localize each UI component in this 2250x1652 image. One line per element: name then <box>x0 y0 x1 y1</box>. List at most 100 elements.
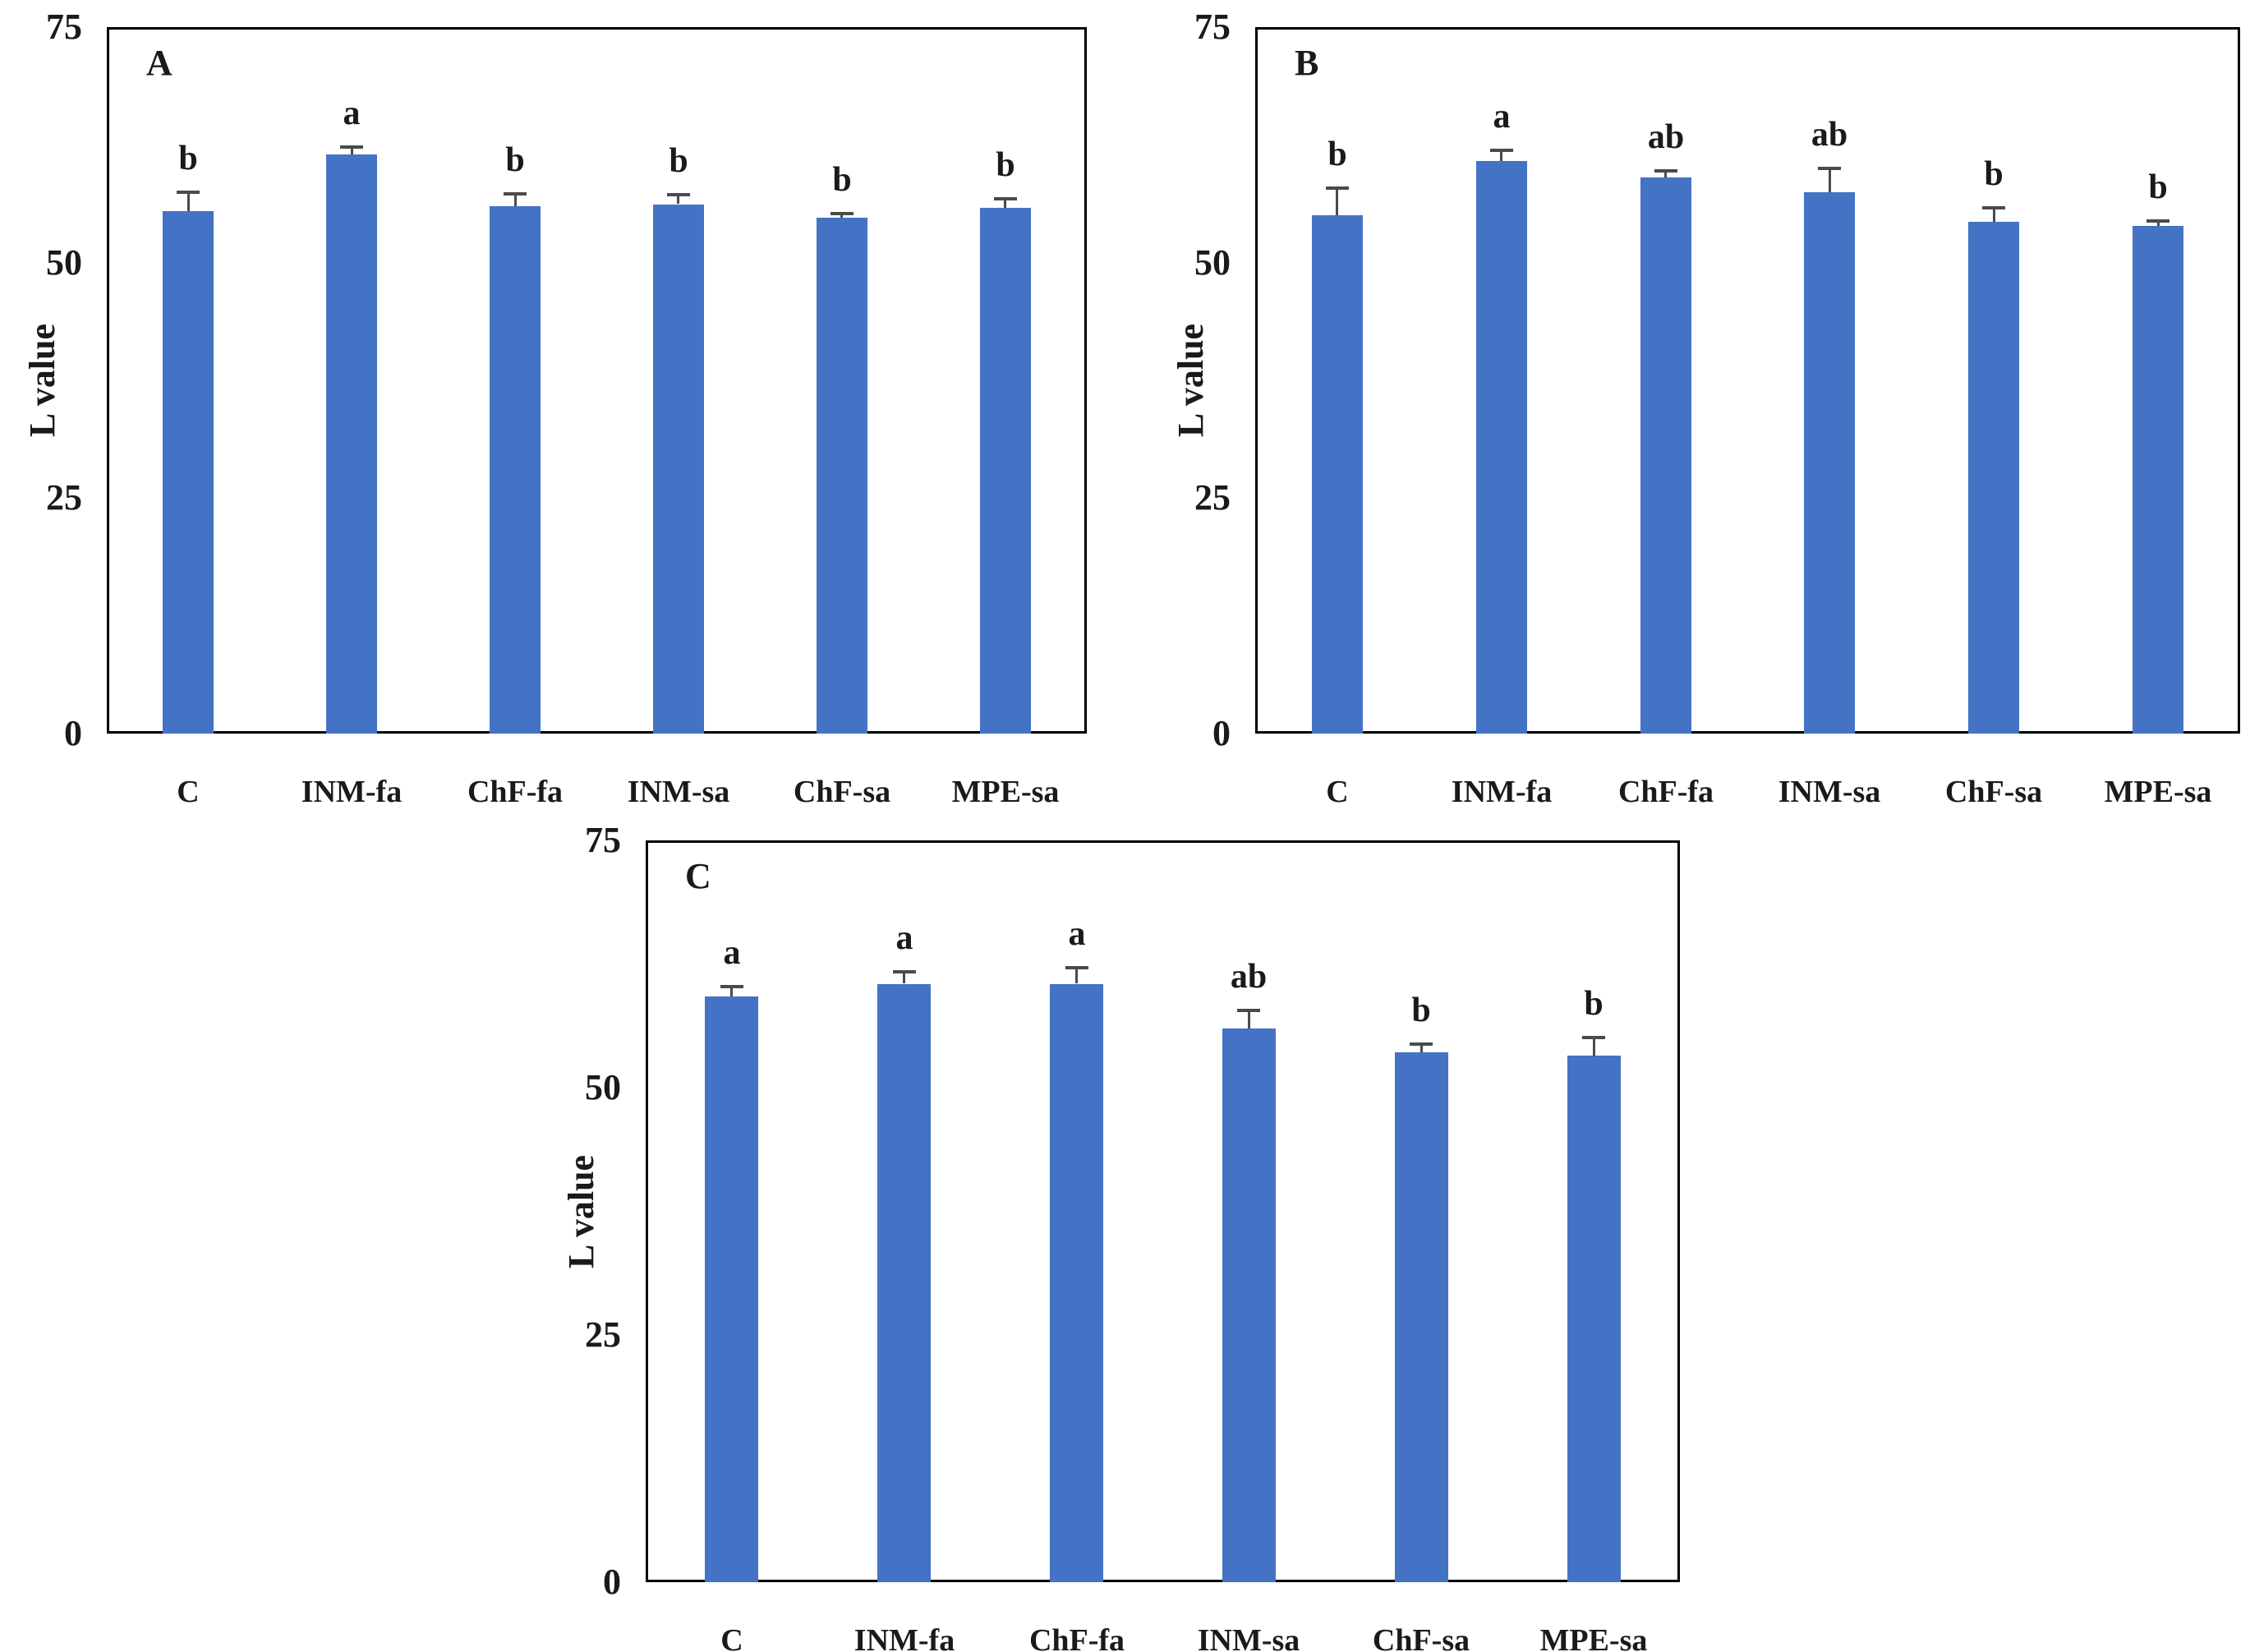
bar-INM-fa <box>1476 161 1527 734</box>
significance-letter: b <box>178 140 198 177</box>
error-bar-cap <box>831 212 854 215</box>
significance-letter: ab <box>1811 116 1848 154</box>
significance-letter: ab <box>1230 958 1268 996</box>
x-axis-category-label: C <box>177 775 200 809</box>
error-bar <box>2157 221 2160 226</box>
y-axis-tick-label: 0 <box>1212 713 1231 753</box>
significance-letter: a <box>723 934 741 972</box>
x-axis-category-label: INM-sa <box>1778 775 1881 809</box>
y-axis-tick-label: 50 <box>46 242 82 283</box>
x-axis-category-label: INM-fa <box>1451 775 1553 809</box>
error-bar-cap <box>1490 149 1513 152</box>
error-bar <box>1593 1038 1595 1056</box>
error-bar <box>1248 1010 1250 1028</box>
significance-letter: a <box>895 919 913 957</box>
panel-letter: A <box>146 43 173 83</box>
bar-ChF-sa <box>1968 222 2019 734</box>
significance-letter: b <box>1584 985 1604 1023</box>
x-axis-category-label: ChF-fa <box>467 775 564 809</box>
bar-INM-sa <box>1222 1028 1276 1582</box>
x-axis-category-label: C <box>1326 775 1349 809</box>
bar-MPE-sa <box>980 208 1031 734</box>
bar-MPE-sa <box>1567 1056 1621 1582</box>
x-axis-category-label: ChF-fa <box>1617 775 1714 809</box>
x-axis-category-label: INM-sa <box>627 775 730 809</box>
significance-letter: b <box>1411 992 1431 1029</box>
error-bar <box>1829 168 1831 192</box>
error-bar-cap <box>1582 1036 1605 1039</box>
bar-ChF-fa <box>1050 984 1103 1582</box>
panel-letter: C <box>685 856 711 896</box>
y-axis-title: L value <box>22 323 62 438</box>
y-axis-tick-label: 50 <box>1194 242 1231 283</box>
plot-area <box>107 27 1087 734</box>
x-axis-category-label: MPE-sa <box>1539 1623 1648 1652</box>
error-bar-cap <box>1326 186 1349 190</box>
panel-letter: B <box>1295 43 1319 83</box>
error-bar-cap <box>340 145 363 149</box>
bar-C <box>705 996 758 1582</box>
significance-letter: b <box>505 141 525 179</box>
error-bar <box>1075 968 1078 983</box>
significance-letter: a <box>1493 98 1511 136</box>
y-axis-title: L value <box>561 1154 601 1268</box>
significance-letter: a <box>1068 915 1086 953</box>
x-axis-category-label: ChF-sa <box>1372 1623 1470 1652</box>
bar-C <box>163 211 214 734</box>
bar-INM-fa <box>877 984 931 1582</box>
bar-ChF-fa <box>490 206 541 734</box>
error-bar-cap <box>720 985 743 988</box>
error-bar <box>730 987 733 996</box>
bar-INM-sa <box>1804 192 1855 734</box>
bar-ChF-sa <box>817 218 867 734</box>
x-axis-category-label: C <box>720 1623 743 1652</box>
y-axis-tick-label: 0 <box>603 1562 621 1602</box>
x-axis-category-label: ChF-sa <box>1944 775 2043 809</box>
significance-letter: ab <box>1647 118 1685 156</box>
error-bar-cap <box>893 970 916 973</box>
y-axis-tick-label: 25 <box>46 477 82 518</box>
x-axis-category-label: INM-fa <box>301 775 403 809</box>
plot-area <box>1255 27 2240 734</box>
bar-ChF-fa <box>1640 177 1691 734</box>
error-bar-cap <box>1065 966 1088 969</box>
error-bar <box>677 195 679 204</box>
x-axis-category-label: ChF-sa <box>793 775 891 809</box>
error-bar-cap <box>504 192 527 196</box>
y-axis-tick-label: 25 <box>1194 477 1231 518</box>
y-axis-title: L value <box>1171 323 1211 438</box>
error-bar <box>1336 188 1338 215</box>
error-bar <box>1004 199 1006 208</box>
significance-letter: b <box>832 161 852 199</box>
x-axis-category-label: ChF-fa <box>1028 1623 1125 1652</box>
bar-INM-fa <box>326 154 377 734</box>
error-bar <box>840 214 843 218</box>
error-bar <box>1500 150 1502 161</box>
x-axis-category-label: MPE-sa <box>2104 775 2212 809</box>
error-bar-cap <box>1818 167 1841 170</box>
y-axis-tick-label: 50 <box>585 1067 621 1107</box>
error-bar <box>514 194 517 206</box>
significance-letter: b <box>996 146 1015 184</box>
x-axis-category-label: INM-fa <box>854 1623 955 1652</box>
significance-letter: b <box>1984 155 2004 193</box>
bar-C <box>1312 215 1363 734</box>
x-axis-category-label: MPE-sa <box>951 775 1060 809</box>
error-bar-cap <box>1982 206 2005 209</box>
significance-letter: b <box>669 142 688 180</box>
error-bar <box>1664 171 1667 177</box>
bar-INM-sa <box>653 205 704 734</box>
bar-MPE-sa <box>2133 226 2183 734</box>
error-bar-cap <box>1654 169 1677 173</box>
error-bar <box>1420 1044 1423 1052</box>
error-bar <box>903 972 905 983</box>
x-axis-category-label: INM-sa <box>1197 1623 1300 1652</box>
y-axis-tick-label: 25 <box>585 1314 621 1355</box>
significance-letter: a <box>343 94 361 132</box>
error-bar <box>1993 208 1995 222</box>
plot-area <box>646 840 1680 1582</box>
y-axis-tick-label: 0 <box>64 713 82 753</box>
y-axis-tick-label: 75 <box>46 7 82 47</box>
error-bar <box>351 147 353 154</box>
